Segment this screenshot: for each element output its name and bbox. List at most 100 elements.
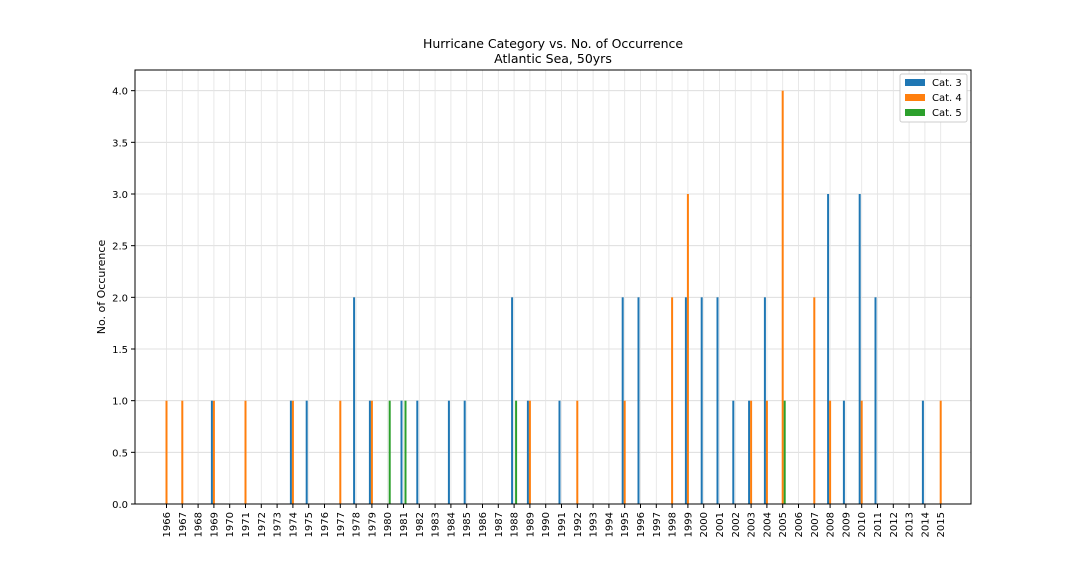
bar-cat-4-2008: [829, 400, 832, 504]
bar-cat-4-1979: [370, 400, 373, 504]
x-tick-label: 1997: [652, 512, 663, 537]
y-tick-label: 2.5: [112, 242, 128, 253]
x-tick-label: 2003: [747, 512, 758, 537]
x-tick-label: 1993: [589, 512, 600, 537]
y-tick-label: 2.0: [112, 293, 128, 304]
x-tick-label: 1995: [620, 512, 631, 537]
x-tick-label: 1972: [257, 512, 268, 537]
bar-cat-3-1988: [511, 297, 514, 504]
bars: [165, 90, 942, 505]
x-tick-label: 2000: [699, 512, 710, 537]
bar-cat-3-1975: [305, 400, 308, 504]
x-tick-label: 1992: [573, 512, 584, 537]
bar-cat-3-1974: [289, 400, 292, 504]
x-tick-label: 1968: [194, 512, 205, 537]
y-tick-label: 3.0: [112, 190, 128, 201]
x-tick-label: 1967: [178, 512, 189, 537]
x-tick-label: 1971: [241, 512, 252, 537]
bar-cat-3-2001: [716, 297, 719, 504]
y-axis-ticks: 0.0 0.5 1.0 1.5 2.0 2.5 3.0 3.5 4.0: [112, 87, 135, 511]
x-tick-label: 1982: [415, 512, 426, 537]
x-tick-label: 2001: [715, 512, 726, 537]
x-tick-label: 1984: [446, 512, 457, 537]
x-tick-label: 2007: [810, 512, 821, 537]
x-tick-label: 2006: [794, 512, 805, 537]
bar-cat-4-2003: [750, 400, 753, 504]
x-tick-label: 1996: [636, 512, 647, 537]
x-tick-label: 1989: [525, 512, 536, 537]
bar-cat-4-2007: [813, 297, 816, 504]
bar-cat-4-1977: [339, 400, 342, 504]
bar-cat-3-2003: [748, 400, 751, 504]
bar-cat-4-1995: [623, 400, 626, 504]
x-tick-label: 2012: [889, 512, 900, 537]
legend: Cat. 3 Cat. 4 Cat. 5: [899, 73, 968, 123]
x-tick-label: 1998: [668, 512, 679, 537]
x-tick-label: 1976: [320, 512, 331, 537]
legend-swatch: [905, 109, 925, 116]
x-tick-label: 1980: [383, 512, 394, 537]
bar-cat-3-2009: [842, 400, 845, 504]
y-tick-label: 3.5: [112, 138, 128, 149]
x-tick-label: 1979: [367, 512, 378, 537]
bar-cat-3-1989: [526, 400, 529, 504]
x-tick-label: 1983: [431, 512, 442, 537]
bar-cat-4-2005: [781, 90, 784, 505]
chart-subtitle: Atlantic Sea, 50yrs: [494, 51, 612, 66]
bar-cat-4-1967: [181, 400, 184, 504]
bar-cat-4-1966: [165, 400, 168, 504]
y-tick-label: 1.0: [112, 397, 128, 408]
bar-cat-5-1988: [515, 400, 518, 504]
x-tick-label: 1986: [478, 512, 489, 537]
x-tick-label: 2015: [936, 512, 947, 537]
legend-swatch: [905, 79, 925, 86]
bar-cat-4-1971: [244, 400, 247, 504]
x-tick-label: 1966: [162, 512, 173, 537]
x-tick-label: 1987: [494, 512, 505, 537]
x-tick-label: 1978: [352, 512, 363, 537]
bar-cat-3-1981: [400, 400, 403, 504]
bar-cat-4-1969: [212, 400, 215, 504]
bar-cat-3-1985: [463, 400, 466, 504]
x-axis-ticks: 1966 1967 1968 1969 1970 1971 1972 1973 1974 1975…: [162, 504, 947, 537]
x-tick-label: 1988: [510, 512, 521, 537]
x-tick-label: 2005: [778, 512, 789, 537]
x-tick-label: 1985: [462, 512, 473, 537]
x-tick-label: 2011: [873, 512, 884, 537]
bar-cat-4-1992: [576, 400, 579, 504]
y-tick-label: 4.0: [112, 87, 128, 98]
legend-swatch: [905, 94, 925, 101]
bar-cat-3-1999: [684, 297, 687, 504]
x-tick-label: 2013: [905, 512, 916, 537]
x-tick-label: 1994: [604, 512, 615, 537]
bar-cat-3-2004: [763, 297, 766, 504]
legend-label: Cat. 4: [932, 93, 962, 104]
y-axis-label: No. of Occurence: [95, 240, 108, 335]
x-tick-label: 2014: [920, 512, 931, 537]
plot-frame: [134, 69, 972, 505]
bar-cat-4-1989: [528, 400, 531, 504]
x-tick-label: 1977: [336, 512, 347, 537]
bar-cat-3-2011: [874, 297, 877, 504]
y-tick-label: 1.5: [112, 345, 128, 356]
bar-cat-3-2010: [858, 194, 861, 504]
x-tick-label: 1999: [683, 512, 694, 537]
x-tick-label: 1973: [273, 512, 284, 537]
x-tick-label: 1969: [209, 512, 220, 537]
x-tick-label: 2008: [826, 512, 837, 537]
x-tick-label: 2009: [841, 512, 852, 537]
bar-cat-3-1978: [353, 297, 356, 504]
bar-cat-4-1999: [686, 194, 689, 504]
bar-cat-3-1995: [621, 297, 624, 504]
bar-cat-3-1991: [558, 400, 561, 504]
x-tick-label: 1991: [557, 512, 568, 537]
x-tick-label: 2002: [731, 512, 742, 537]
y-tick-label: 0.5: [112, 448, 128, 459]
bar-cat-4-1974: [291, 400, 294, 504]
bar-cat-3-1979: [368, 400, 371, 504]
bar-cat-3-2000: [700, 297, 703, 504]
bar-cat-4-2010: [860, 400, 863, 504]
bar-cat-3-2014: [921, 400, 924, 504]
bar-cat-3-1996: [637, 297, 640, 504]
x-tick-label: 1974: [288, 512, 299, 537]
